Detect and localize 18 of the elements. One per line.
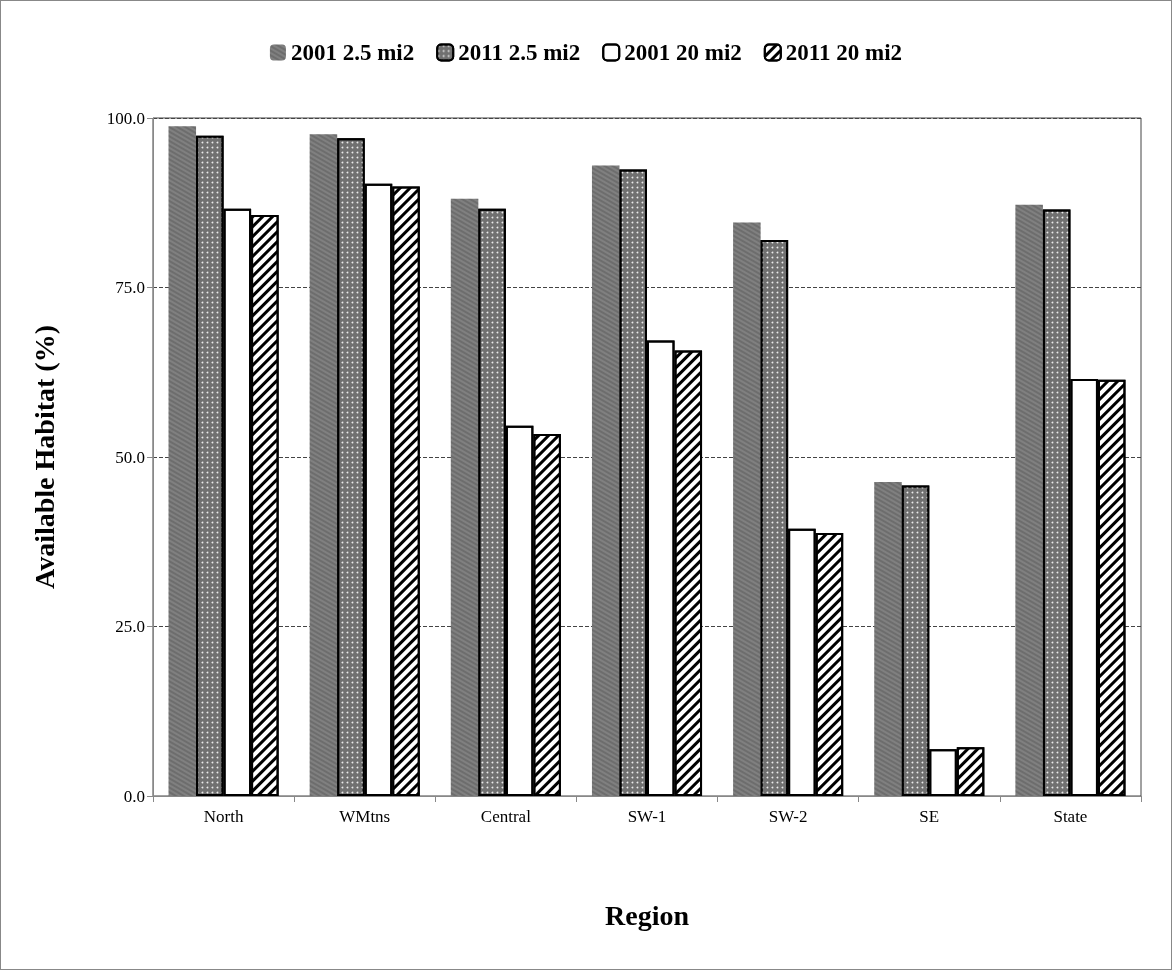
x-tick-label: State — [1053, 807, 1088, 826]
y-tick-label: 25.0 — [115, 617, 145, 636]
x-tick-label: Central — [480, 807, 532, 826]
y-tick-label: 75.0 — [115, 278, 145, 297]
x-tick-label: SW-1 — [627, 807, 667, 826]
y-axis-title: Available Habitat (%) — [28, 325, 60, 589]
legend-label: 2001 20 mi2 — [624, 40, 742, 65]
x-tick-label: North — [203, 807, 244, 826]
x-tick-label: SE — [919, 807, 940, 826]
legend-label: 2011 2.5 mi2 — [458, 40, 581, 65]
legend-label: 2011 20 mi2 — [785, 40, 903, 65]
y-tick-label: 100.0 — [106, 108, 145, 128]
y-tick-label: 50.0 — [115, 447, 145, 467]
x-tick-label: WMtns — [339, 807, 391, 826]
x-axis-title: Region — [605, 899, 690, 931]
y-tick-label: 0.0 — [123, 786, 145, 806]
x-tick-label: SW-2 — [768, 807, 808, 826]
legend-label: 2001 2.5 mi2 — [290, 40, 415, 65]
